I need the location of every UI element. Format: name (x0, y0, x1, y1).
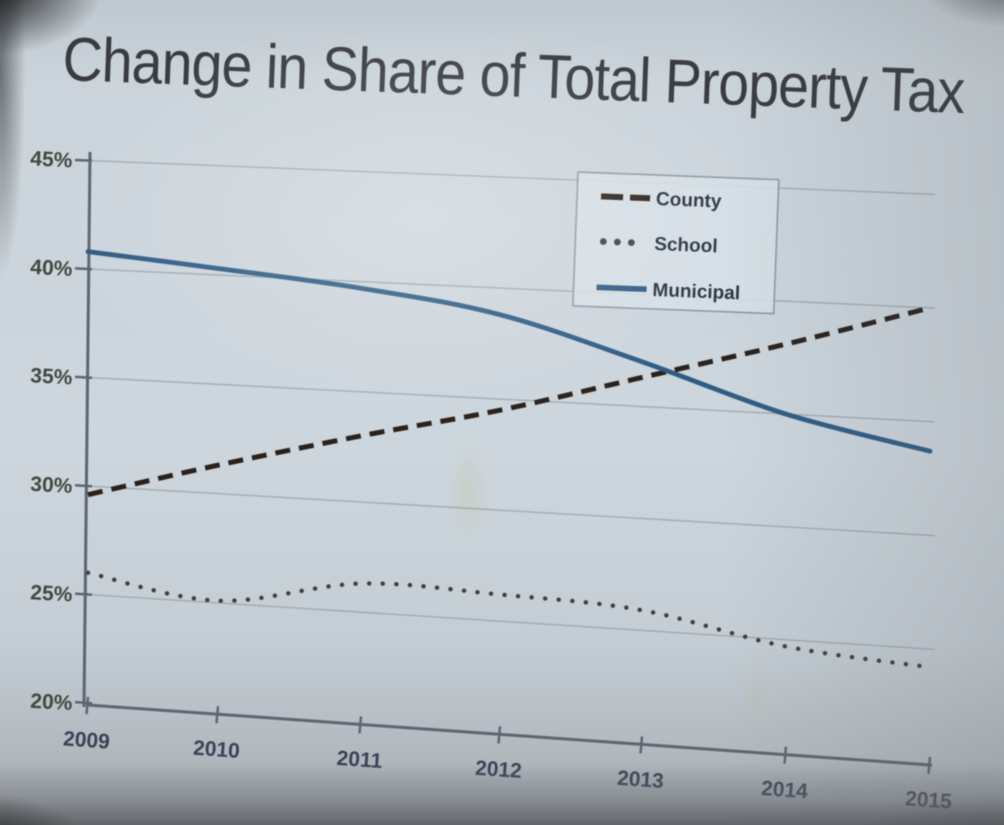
y-axis-label-35pct: 35% (30, 364, 74, 389)
legend: County School Municipal (572, 171, 780, 315)
x-axis-label-2012: 2012 (474, 757, 522, 783)
chart-canvas: 45% 40% 35% 30% 25% 20% 2009 2010 2011 2012 2013 20… (30, 147, 953, 813)
gridline-35pct (87, 376, 936, 423)
x-tick-2009 (85, 696, 90, 715)
x-tick-2014 (783, 746, 788, 764)
gridline-25pct (87, 593, 936, 651)
x-axis-label-2015: 2015 (904, 787, 953, 813)
legend-label-school: School (654, 234, 718, 257)
x-axis-label-2011: 2011 (336, 747, 383, 773)
legend-label-county: County (656, 189, 723, 213)
gridline-30pct (87, 485, 936, 537)
x-axis-label-2014: 2014 (760, 777, 809, 803)
y-axis-label-20pct: 20% (30, 690, 74, 715)
legend-label-municipal: Municipal (652, 280, 740, 304)
y-axis-label-30pct: 30% (30, 473, 74, 498)
y-axis-label-25pct: 25% (30, 581, 74, 606)
x-axis-label-2013: 2013 (616, 767, 664, 793)
x-axis-label-2010: 2010 (192, 737, 240, 763)
x-tick-2011 (358, 716, 363, 734)
y-tick-30pct (74, 483, 93, 488)
y-tick-35pct (74, 375, 93, 379)
x-tick-2013 (639, 736, 644, 754)
legend-swatch-county (629, 194, 651, 202)
county-series-line (87, 305, 931, 498)
school-series-line (85, 570, 933, 670)
chart-title: Change in Share of Total Property Tax (61, 25, 966, 127)
y-axis-line (82, 151, 92, 708)
y-tick-25pct (74, 592, 93, 597)
y-axis-label-40pct: 40% (30, 256, 74, 281)
gridline-40pct (87, 268, 936, 309)
y-tick-40pct (74, 267, 93, 271)
gridline-45pct (87, 159, 936, 196)
municipal-series-line (85, 249, 933, 454)
legend-swatch-county (600, 193, 624, 201)
x-tick-2012 (497, 726, 502, 744)
y-tick-20pct (74, 700, 93, 705)
y-axis-label-45pct: 45% (30, 147, 74, 172)
x-tick-2010 (215, 706, 220, 724)
x-tick-2015 (927, 756, 932, 775)
y-tick-45pct (74, 158, 93, 162)
x-axis-label-2009: 2009 (62, 727, 110, 753)
